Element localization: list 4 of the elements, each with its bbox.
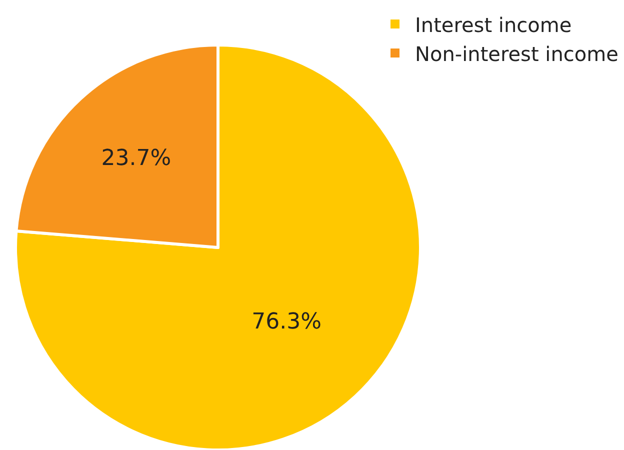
legend-label: Interest income bbox=[415, 12, 572, 37]
legend-label: Non-interest income bbox=[415, 42, 618, 66]
data-label: 23.7% bbox=[101, 146, 172, 172]
data-label: 76.3% bbox=[252, 309, 322, 334]
